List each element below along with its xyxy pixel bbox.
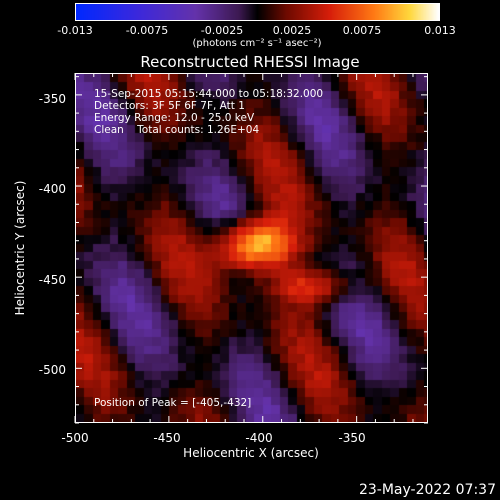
colorbar-tick: 0.0025 <box>272 24 312 37</box>
colorbar-tick: -0.0025 <box>200 24 244 37</box>
clean-counts-annotation: Clean Total counts: 1.26E+04 <box>94 124 260 136</box>
y-tick-label: -350 <box>38 92 66 106</box>
x-tick-label: -450 <box>153 431 181 445</box>
colorbar-tick: -0.0075 <box>125 24 169 37</box>
y-tick-label: -400 <box>38 182 66 196</box>
timestamp: 23-May-2022 07:37 <box>358 482 496 498</box>
x-axis-label: Heliocentric X (arcsec) <box>183 446 319 460</box>
time-range-annotation: 15-Sep-2015 05:15:44.000 to 05:18:32.000 <box>94 88 324 100</box>
y-axis-label: Heliocentric Y (arcsec) <box>13 180 27 316</box>
colorbar-units: (photons cm⁻² s⁻¹ asec⁻²) <box>192 38 322 49</box>
heatmap-image <box>76 74 427 422</box>
y-tick-label: -450 <box>38 273 66 287</box>
peak-position-annotation: Position of Peak = [-405,-432] <box>94 397 252 409</box>
plot-area: 15-Sep-2015 05:15:44.000 to 05:18:32.000… <box>75 73 428 423</box>
x-tick-label: -500 <box>61 431 89 445</box>
y-tick-label: -500 <box>38 363 66 377</box>
colorbar <box>75 3 440 21</box>
colorbar-tick: -0.013 <box>57 24 93 37</box>
energy-range-annotation: Energy Range: 12.0 - 25.0 keV <box>94 112 255 124</box>
detectors-annotation: Detectors: 3F 5F 6F 7F, Att 1 <box>94 100 245 112</box>
chart-title: Reconstructed RHESSI Image <box>140 53 360 71</box>
colorbar-tick: 0.0075 <box>342 24 382 37</box>
x-tick-label: -350 <box>338 431 366 445</box>
x-tick-label: -400 <box>245 431 273 445</box>
colorbar-tick: 0.013 <box>424 24 456 37</box>
